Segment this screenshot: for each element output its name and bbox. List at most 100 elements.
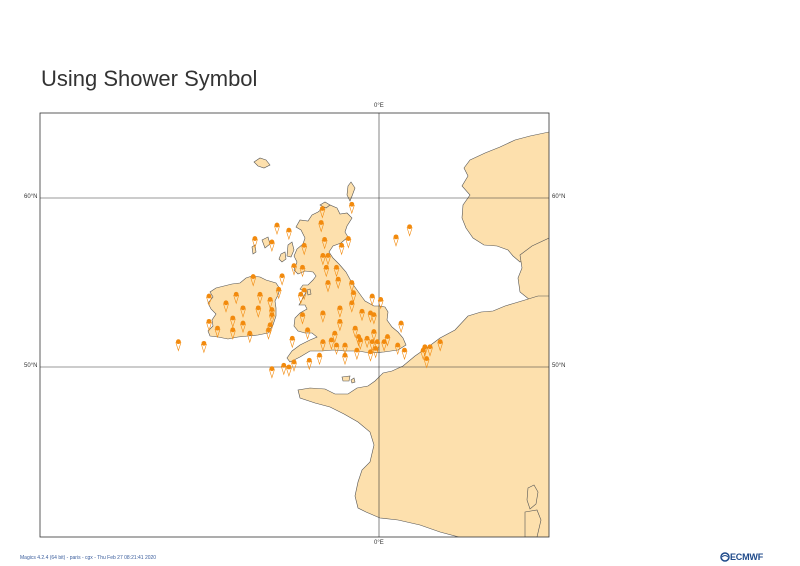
tick-label-left-50: 50°N [24, 363, 38, 369]
shower-icon [437, 339, 444, 352]
shower-icon [200, 340, 207, 354]
shower-icon [268, 239, 275, 252]
tick-label-bottom: 0°E [374, 540, 384, 546]
shower-icon [274, 222, 280, 236]
shower-icon [206, 293, 212, 307]
shower-icon [257, 291, 263, 305]
page-title: Using Shower Symbol [41, 66, 258, 91]
shower-icon [370, 329, 377, 342]
shower-icon [319, 206, 326, 219]
shower-icon [267, 322, 274, 335]
shower-icon [342, 352, 348, 366]
shower-icon [240, 305, 246, 318]
shower-icon [319, 253, 326, 266]
shower-icon [229, 327, 236, 340]
shower-icon [377, 297, 384, 310]
continent [297, 295, 549, 537]
shower-icon [297, 291, 304, 305]
shower-icon [348, 300, 355, 313]
shower-icon [350, 290, 357, 303]
shower-icon [291, 359, 297, 372]
shower-icon [301, 242, 308, 256]
shower-icon [223, 300, 229, 313]
shower-icon [229, 315, 236, 328]
shower-icon [421, 344, 428, 357]
shower-icon [398, 320, 405, 334]
footer-text: Magics 4.2.4 (64 bit) - paris - cgx - Th… [20, 555, 157, 561]
ecmwf-logo: ECMWF [720, 552, 763, 562]
shower-icon [251, 236, 258, 249]
shower-icon [325, 253, 331, 266]
tick-label-right-50: 50°N [552, 363, 566, 369]
shower-icon [299, 312, 306, 325]
shower-icon [427, 344, 433, 357]
shower-icon [348, 201, 355, 215]
shower-icon [328, 337, 335, 350]
shower-icon [268, 312, 275, 325]
shower-icon [299, 264, 306, 278]
shower-icon [359, 308, 365, 322]
tick-label-right-60: 60°N [552, 194, 566, 200]
shower-icon [423, 356, 430, 369]
shower-icon [393, 234, 399, 247]
shower-icon [291, 263, 297, 276]
shower-icon [401, 347, 408, 361]
shower-icon [336, 318, 343, 332]
shower-icon [265, 327, 272, 340]
shower-icon [319, 310, 326, 323]
shower-icon [325, 280, 331, 293]
shower-icon [331, 330, 338, 344]
shower-icon [279, 273, 286, 286]
shower-icon [318, 220, 325, 233]
shower-icon [301, 287, 308, 301]
shower-icon [348, 280, 355, 293]
shower-icon [345, 236, 352, 249]
land-layer [207, 131, 549, 537]
shower-icon [233, 291, 240, 305]
tick-label-top: 0°E [374, 103, 384, 109]
norway [461, 131, 549, 263]
shower-icon [214, 325, 221, 339]
ecmwf-logo-text: ECMWF [730, 552, 763, 562]
shower-icon [381, 339, 388, 352]
tick-label-left-60: 60°N [24, 194, 38, 200]
shower-icon [406, 224, 413, 237]
shower-icon [367, 310, 374, 323]
shower-icon [289, 335, 296, 349]
shower-icon [250, 274, 257, 287]
shower-icon [357, 337, 364, 350]
shower-icon [333, 342, 340, 356]
map-frame [39, 112, 550, 538]
shower-icon [338, 242, 345, 256]
shower-icon [275, 286, 282, 300]
stations-layer [175, 201, 444, 379]
shower-icon [372, 346, 379, 359]
shower-icon [268, 366, 275, 379]
shower-icon [306, 357, 313, 371]
shower-icon [319, 339, 326, 352]
shower-icon [285, 227, 292, 241]
shower-icon [394, 342, 401, 356]
shower-icon [342, 342, 348, 356]
shower-icon [323, 264, 330, 278]
shower-icon [304, 327, 311, 340]
shower-icon [206, 318, 212, 332]
shower-icon [321, 237, 328, 250]
shower-icon [364, 335, 371, 349]
shower-icon [367, 349, 374, 362]
shower-icon [369, 293, 376, 307]
shower-icon [369, 339, 376, 352]
shower-icon [353, 347, 360, 361]
shower-icon [352, 325, 359, 339]
shower-icon [336, 305, 343, 318]
shower-icon [175, 339, 182, 352]
shower-icon [246, 330, 253, 344]
shower-icon [285, 364, 292, 378]
shower-icon [316, 352, 323, 366]
shower-icon [280, 362, 287, 376]
shower-icon [333, 264, 340, 278]
shower-icon [267, 297, 274, 310]
shower-icon [240, 320, 246, 334]
shower-icon [335, 276, 342, 290]
